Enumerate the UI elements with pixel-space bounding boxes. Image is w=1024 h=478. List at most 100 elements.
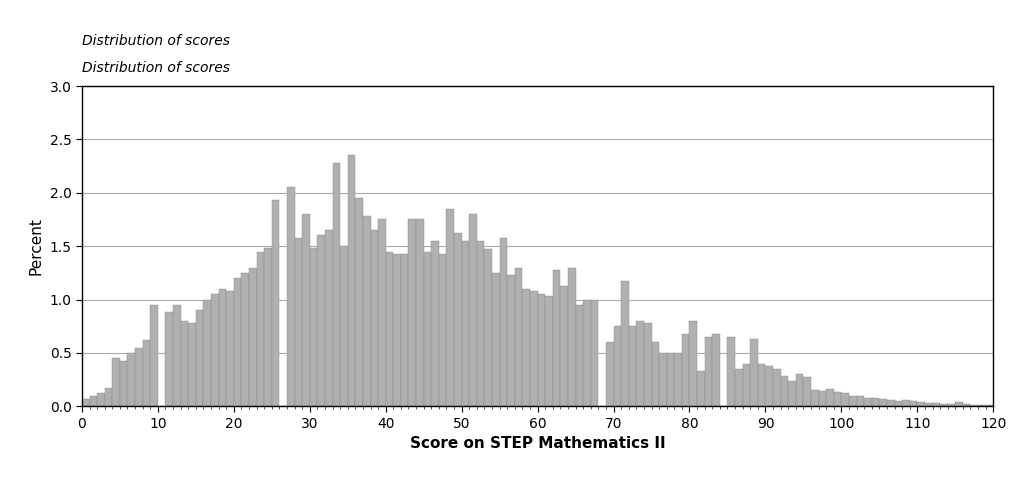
- Bar: [697, 371, 705, 406]
- Bar: [986, 405, 993, 406]
- Bar: [880, 399, 887, 406]
- Bar: [765, 366, 773, 406]
- Bar: [424, 251, 431, 406]
- Bar: [142, 340, 151, 406]
- Bar: [644, 323, 651, 406]
- Bar: [909, 401, 918, 406]
- Bar: [963, 404, 971, 406]
- Bar: [309, 248, 317, 406]
- Bar: [371, 230, 378, 406]
- Bar: [219, 289, 226, 406]
- Bar: [257, 251, 264, 406]
- Bar: [211, 294, 219, 406]
- Bar: [340, 246, 348, 406]
- Bar: [553, 270, 560, 406]
- Bar: [484, 250, 493, 406]
- Bar: [742, 364, 751, 406]
- Bar: [196, 310, 204, 406]
- Bar: [97, 393, 104, 406]
- Bar: [902, 400, 909, 406]
- Bar: [758, 364, 765, 406]
- Bar: [651, 342, 659, 406]
- Bar: [933, 403, 940, 406]
- Bar: [788, 380, 796, 406]
- Bar: [682, 334, 689, 406]
- Bar: [166, 312, 173, 406]
- Bar: [271, 200, 280, 406]
- Bar: [978, 405, 986, 406]
- Bar: [818, 391, 826, 406]
- Bar: [667, 353, 674, 406]
- Bar: [560, 286, 568, 406]
- Bar: [120, 361, 128, 406]
- Bar: [568, 268, 575, 406]
- Bar: [378, 219, 386, 406]
- Bar: [773, 369, 780, 406]
- Bar: [151, 305, 158, 406]
- Bar: [780, 376, 788, 406]
- Bar: [135, 348, 142, 406]
- Bar: [948, 404, 955, 406]
- Y-axis label: Percent: Percent: [29, 217, 44, 275]
- Bar: [348, 155, 355, 406]
- Bar: [796, 374, 804, 406]
- Bar: [325, 230, 333, 406]
- Bar: [705, 337, 713, 406]
- Bar: [674, 353, 682, 406]
- Bar: [613, 326, 622, 406]
- Bar: [826, 389, 834, 406]
- Bar: [530, 291, 538, 406]
- Bar: [362, 216, 371, 406]
- Bar: [545, 296, 553, 406]
- Bar: [811, 390, 818, 406]
- Bar: [591, 300, 598, 406]
- Bar: [895, 401, 902, 406]
- Bar: [127, 353, 135, 406]
- Bar: [584, 300, 591, 406]
- Bar: [918, 402, 925, 406]
- Bar: [173, 305, 180, 406]
- Bar: [226, 291, 233, 406]
- Bar: [393, 254, 401, 406]
- Bar: [386, 251, 393, 406]
- Bar: [317, 236, 325, 406]
- Bar: [104, 388, 113, 406]
- Bar: [477, 241, 484, 406]
- X-axis label: Score on STEP Mathematics II: Score on STEP Mathematics II: [410, 436, 666, 451]
- Bar: [622, 282, 629, 406]
- Bar: [955, 402, 963, 406]
- Bar: [751, 339, 758, 406]
- Bar: [233, 278, 242, 406]
- Bar: [469, 214, 477, 406]
- Bar: [713, 334, 720, 406]
- Bar: [636, 321, 644, 406]
- Bar: [113, 358, 120, 406]
- Bar: [659, 353, 667, 406]
- Bar: [500, 238, 507, 406]
- Bar: [264, 248, 271, 406]
- Bar: [180, 321, 188, 406]
- Bar: [82, 399, 89, 406]
- Bar: [522, 289, 530, 406]
- Bar: [333, 163, 340, 406]
- Bar: [606, 342, 613, 406]
- Bar: [462, 241, 469, 406]
- Bar: [249, 268, 257, 406]
- Bar: [355, 198, 362, 406]
- Bar: [401, 254, 409, 406]
- Bar: [431, 241, 439, 406]
- Bar: [493, 273, 500, 406]
- Bar: [446, 209, 454, 406]
- Bar: [287, 187, 295, 406]
- Bar: [629, 326, 636, 406]
- Bar: [834, 392, 842, 406]
- Bar: [302, 214, 310, 406]
- Bar: [416, 219, 424, 406]
- Text: Distribution of scores: Distribution of scores: [82, 34, 230, 48]
- Bar: [507, 275, 515, 406]
- Bar: [940, 404, 948, 406]
- Text: Distribution of scores: Distribution of scores: [82, 61, 230, 75]
- Bar: [849, 396, 856, 406]
- Bar: [864, 398, 871, 406]
- Bar: [804, 378, 811, 406]
